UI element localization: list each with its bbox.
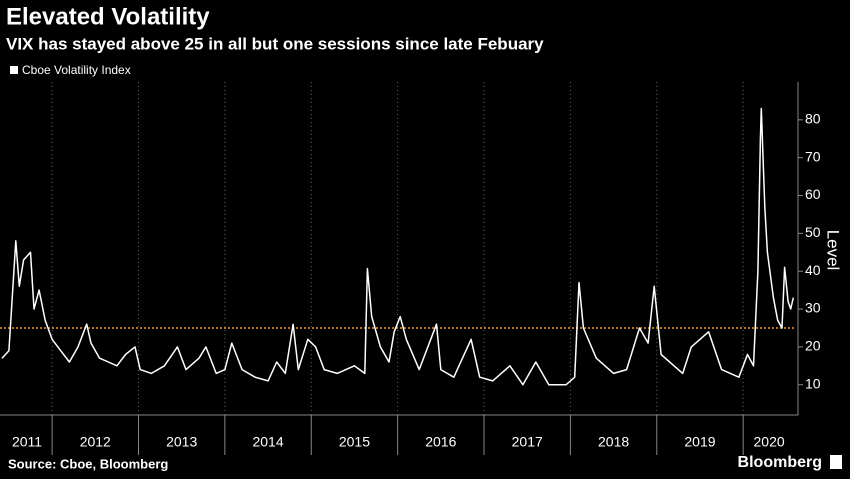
brand: Bloomberg: [738, 454, 822, 471]
series-line: [1, 107, 795, 386]
chart-subtitle: VIX has stayed above 25 in all but one s…: [6, 34, 544, 53]
brand-icon: [830, 455, 842, 469]
y-axis-label: Level: [824, 230, 843, 271]
x-tick-label: 2017: [512, 434, 543, 450]
chart-title: Elevated Volatility: [6, 3, 210, 30]
x-tick-label: 2011: [12, 434, 42, 450]
x-tick-label: 2015: [339, 434, 370, 450]
y-tick-label: 30: [805, 300, 821, 316]
y-tick-label: 50: [805, 224, 821, 240]
y-tick-label: 40: [805, 262, 821, 278]
y-tick-label: 60: [805, 186, 821, 202]
y-tick-label: 20: [805, 338, 821, 354]
x-tick-label: 2014: [252, 434, 283, 450]
x-tick-label: 2013: [166, 434, 197, 450]
legend-swatch: [10, 66, 18, 74]
source: Source: Cboe, Bloomberg: [8, 456, 168, 471]
legend-label: Cboe Volatility Index: [22, 63, 131, 77]
y-tick-label: 70: [805, 148, 821, 164]
y-tick-label: 80: [805, 111, 821, 127]
x-tick-label: 2016: [425, 434, 456, 450]
y-tick-label: 10: [805, 375, 821, 391]
x-tick-label: 2018: [598, 434, 629, 450]
x-tick-label: 2020: [754, 434, 785, 450]
x-tick-label: 2019: [684, 434, 715, 450]
x-tick-label: 2012: [80, 434, 111, 450]
